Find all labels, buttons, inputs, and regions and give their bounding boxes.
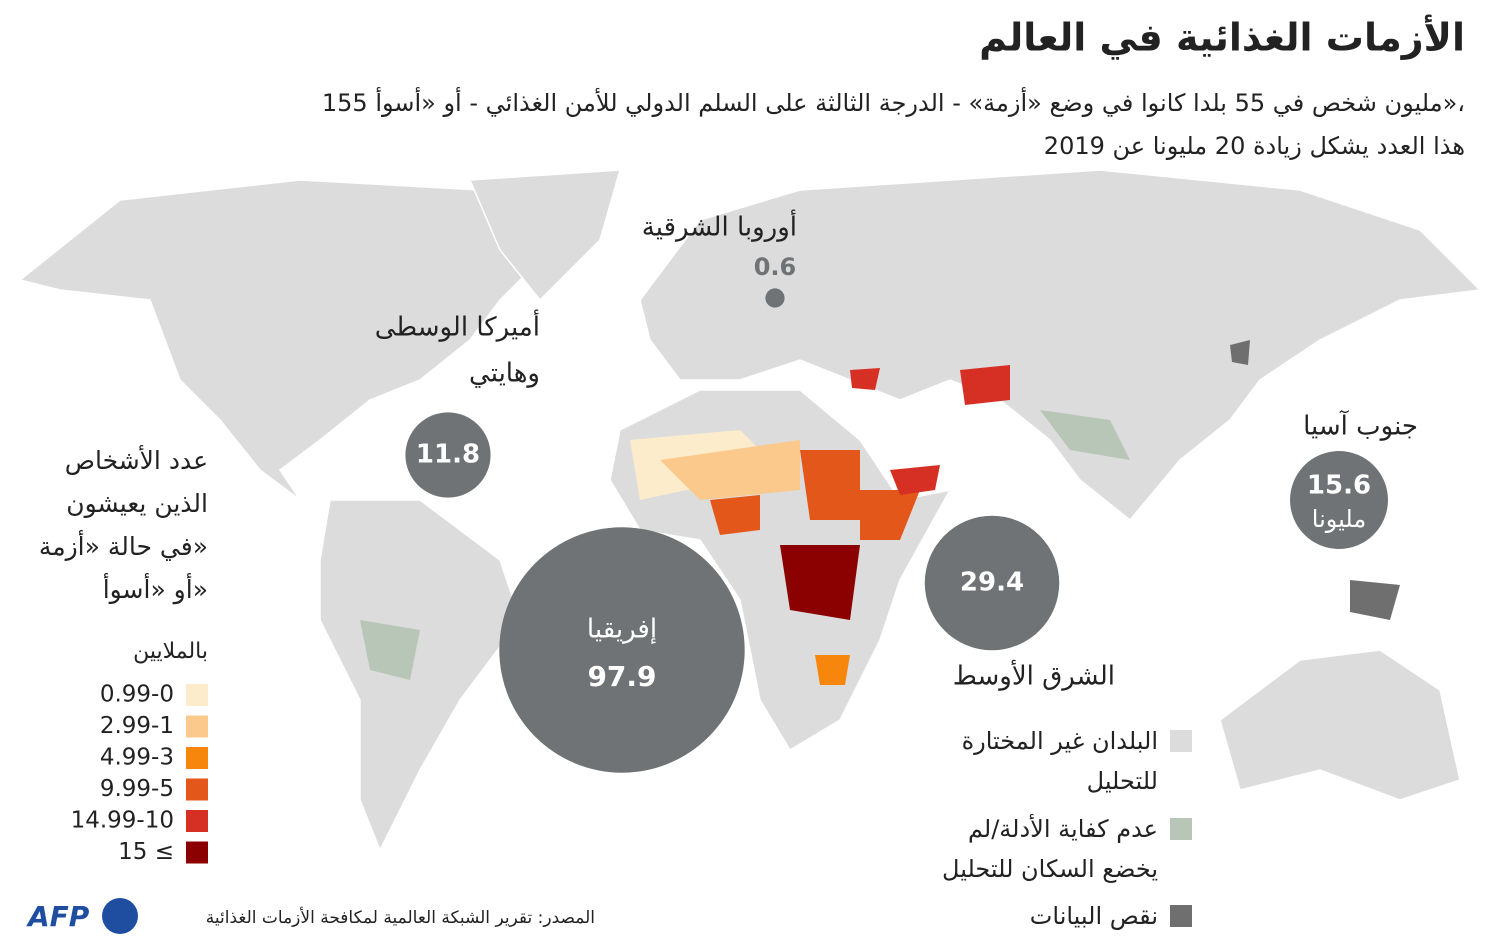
- region-value: 11.8: [416, 440, 480, 470]
- region-bubble: [405, 412, 491, 498]
- status-label: نقص البيانات: [1030, 902, 1158, 930]
- region-value: 29.4: [960, 568, 1024, 598]
- region-label: إفريقيا: [587, 615, 657, 645]
- region-bubble: [924, 515, 1060, 651]
- status-swatch: [1170, 730, 1192, 752]
- source: المصدر: تقرير الشبكة العالمية لمكافحة ال…: [206, 907, 595, 928]
- legend-swatch: [186, 747, 208, 769]
- subtitle: 155 مليون شخص في 55 بلدا كانوا في وضع «أ…: [322, 87, 1465, 117]
- legend-label: 14.99-10: [71, 808, 174, 834]
- region-label: جنوب آسيا: [1303, 410, 1418, 442]
- region-bubble: [765, 288, 785, 308]
- logo: AFP: [26, 900, 90, 933]
- legend-swatch: [186, 810, 208, 832]
- region-label: الشرق الأوسط: [953, 659, 1115, 692]
- region-bubble: [1290, 451, 1388, 549]
- legend-label: 15 ≤: [118, 839, 174, 865]
- region-label: وهايتي: [469, 359, 540, 389]
- legend-title: عدد الأشخاص: [65, 444, 208, 475]
- region-label: أميركا الوسطى: [375, 309, 540, 343]
- region-label: أوروبا الشرقية: [642, 209, 797, 243]
- legend-swatch: [186, 841, 208, 864]
- status-swatch: [1170, 905, 1192, 927]
- status-label: للتحليل: [1087, 767, 1158, 795]
- legend: عدد الأشخاص الذين يعيشون في حالة «أزمة» أو …: [39, 444, 208, 865]
- legend-unit: بالملايين: [133, 639, 208, 664]
- region-value: 15.6: [1307, 471, 1371, 501]
- status-legend: البلدان غير المختارة للتحليل عدم كفاية الأ…: [942, 727, 1192, 930]
- legend-label: 2.99-1: [100, 713, 174, 739]
- status-swatch: [1170, 818, 1192, 840]
- status-label: يخضع السكان للتحليل: [942, 855, 1158, 883]
- legend-title: في حالة «أزمة»: [39, 529, 208, 561]
- region-value: 0.6: [754, 253, 797, 281]
- legend-label: 4.99-3: [100, 745, 174, 771]
- region-bubble: [499, 527, 745, 773]
- legend-label: 9.99-5: [100, 776, 174, 802]
- legend-swatch: [186, 715, 208, 738]
- subtitle: هذا العدد يشكل زيادة 20 مليونا عن 2019: [1044, 132, 1465, 160]
- region-bubbles: إفريقيا 97.9 الشرق الأوسط 29.4 جنوب آسيا 15.6…: [375, 209, 1418, 773]
- title: الأزمات الغذائية في العالم: [979, 14, 1465, 61]
- status-label: البلدان غير المختارة: [962, 727, 1158, 755]
- legend-swatch: [186, 684, 208, 706]
- legend-title: أو «أسوأ»: [103, 572, 208, 605]
- logo-mark: [102, 898, 138, 934]
- legend-label: 0.99-0: [100, 682, 174, 708]
- region-unit: مليونا: [1312, 505, 1366, 533]
- legend-title: الذين يعيشون: [66, 489, 208, 518]
- region-value: 97.9: [587, 660, 656, 693]
- legend-swatch: [186, 778, 208, 801]
- world-map: [18, 169, 1482, 852]
- status-label: عدم كفاية الأدلة/لم: [968, 814, 1158, 843]
